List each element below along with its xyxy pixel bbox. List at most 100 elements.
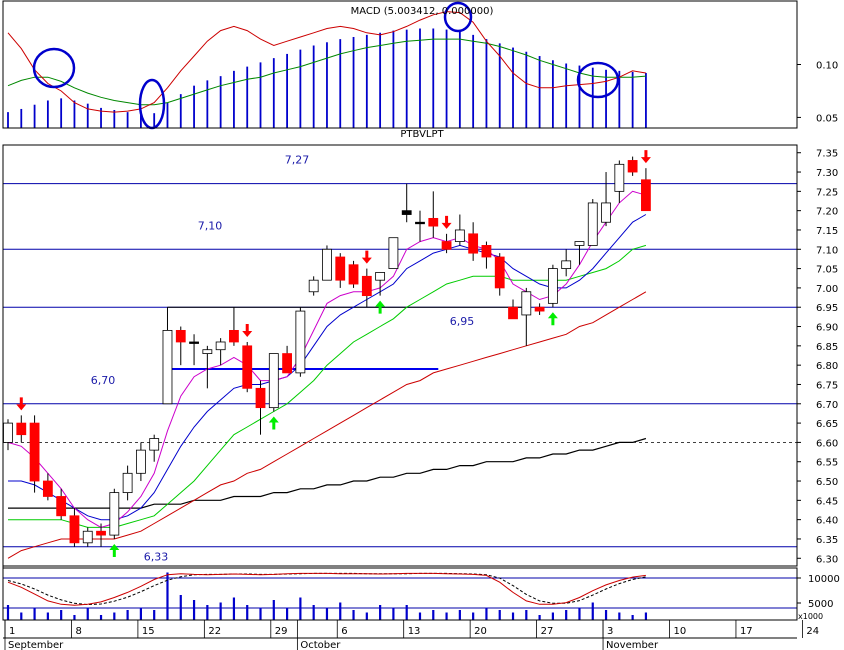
candle-body <box>375 272 386 281</box>
candle-body <box>96 530 106 536</box>
candle-body <box>308 279 319 293</box>
price-tick-label: 7.35 <box>816 149 838 160</box>
osc-tick-label: 5000 <box>808 599 833 610</box>
price-tick-label: 6.45 <box>816 496 838 507</box>
osc-tick-label: 10000 <box>808 574 840 585</box>
level-label: 6,70 <box>91 374 116 387</box>
date-tick-label: 17 <box>740 626 753 637</box>
candle-body <box>189 341 199 344</box>
buy-arrow <box>547 312 558 326</box>
macd-panel-label: MACD (5.003412, 0.000000) <box>351 6 494 17</box>
sell-arrow <box>640 150 651 164</box>
date-tick-label: 22 <box>208 626 221 637</box>
date-tick-label: 6 <box>341 626 347 637</box>
price-tick-label: 6.75 <box>816 380 838 391</box>
osc-line <box>7 572 646 606</box>
chart-title: PTBVLPT <box>400 129 444 140</box>
candle-body <box>322 248 332 281</box>
candle-body <box>42 480 53 497</box>
buy-arrow <box>268 416 279 430</box>
macd-panel: 0.10 0.05 <box>7 1 838 130</box>
sell-arrow <box>441 215 452 229</box>
osc-unit-label: x1000 <box>798 612 823 621</box>
buy-arrow <box>109 543 120 557</box>
candle-body <box>415 221 425 225</box>
level-label: 7,10 <box>198 219 223 232</box>
level-label: 6,33 <box>144 551 169 564</box>
candle-body <box>521 291 532 316</box>
candle-body <box>388 237 399 269</box>
candle-body <box>69 515 80 544</box>
candle-body <box>601 202 611 223</box>
candle-body <box>229 329 239 343</box>
price-tick-label: 6.55 <box>816 458 838 469</box>
candle-body <box>268 353 279 409</box>
level-label: 7,27 <box>285 154 310 167</box>
price-tick-label: 7.30 <box>816 168 838 179</box>
month-label: October <box>300 640 341 650</box>
date-axis: 1 8 15 22 29 6 13 20 27 3 10 17 24 September October No… <box>3 620 819 650</box>
price-tick-label: 6.80 <box>816 361 838 372</box>
price-tick-label: 6.50 <box>816 477 838 488</box>
month-label: November <box>606 640 659 650</box>
price-tick-label: 6.90 <box>816 323 838 334</box>
oscillator-panel: 10000 5000 x1000 <box>3 572 840 621</box>
candle-body <box>614 163 625 192</box>
sell-arrow <box>242 323 253 337</box>
date-tick-label: 10 <box>674 626 687 637</box>
candle-body <box>162 329 173 405</box>
price-tick-label: 6.95 <box>816 303 838 314</box>
ma-200-line <box>8 437 647 509</box>
date-tick-label: 24 <box>806 626 819 637</box>
highlight-circle <box>443 1 473 33</box>
price-tick-label: 7.00 <box>816 284 838 295</box>
macd-tick-label: 0.05 <box>816 113 838 124</box>
candle-body <box>16 422 27 436</box>
candle-body <box>561 260 572 269</box>
macd-panel-frame <box>2 0 798 129</box>
date-tick-label: 15 <box>142 626 155 637</box>
sell-arrow <box>16 397 27 411</box>
price-tick-label: 7.15 <box>816 226 838 237</box>
candle-body <box>335 256 346 281</box>
price-tick-label: 7.20 <box>816 207 838 218</box>
candle-body <box>508 306 518 320</box>
price-panel: 6.30 6.35 6.40 6.45 6.50 6.55 6.60 6.65 6.70 6.75… <box>3 149 838 565</box>
candle-body <box>534 306 545 312</box>
candle-body <box>29 422 40 482</box>
macd-tick-label: 0.10 <box>816 61 838 72</box>
candle-body <box>428 217 439 227</box>
price-tick-label: 6.35 <box>816 535 838 546</box>
price-tick-label: 6.60 <box>816 438 838 449</box>
highlight-circle <box>32 47 76 89</box>
candle-body <box>282 353 292 374</box>
candle-body <box>3 422 13 443</box>
buy-arrow <box>375 300 386 314</box>
price-tick-label: 6.30 <box>816 554 838 565</box>
candle-body <box>348 264 359 285</box>
candle-body <box>202 349 213 354</box>
candle-body <box>135 449 146 474</box>
candle-body <box>295 310 306 374</box>
date-tick-label: 13 <box>408 626 421 637</box>
sell-arrow <box>361 250 372 264</box>
macd-signal-line <box>7 38 646 106</box>
macd-line <box>7 11 646 113</box>
price-tick-label: 6.70 <box>816 400 838 411</box>
price-tick-label: 6.40 <box>816 516 838 527</box>
date-tick-label: 3 <box>607 626 613 637</box>
candle-body <box>468 233 479 254</box>
candle-body <box>56 496 67 517</box>
date-tick-label: 8 <box>75 626 81 637</box>
level-label: 6,95 <box>450 315 475 328</box>
candle-body <box>587 202 598 246</box>
price-tick-label: 7.05 <box>816 265 838 276</box>
date-tick-label: 1 <box>9 626 15 637</box>
price-tick-label: 6.85 <box>816 342 838 353</box>
candle-body <box>82 530 93 544</box>
month-label: September <box>8 640 64 650</box>
date-tick-label: 27 <box>541 626 554 637</box>
candle-body <box>122 472 133 494</box>
ma-long-line <box>7 291 647 559</box>
